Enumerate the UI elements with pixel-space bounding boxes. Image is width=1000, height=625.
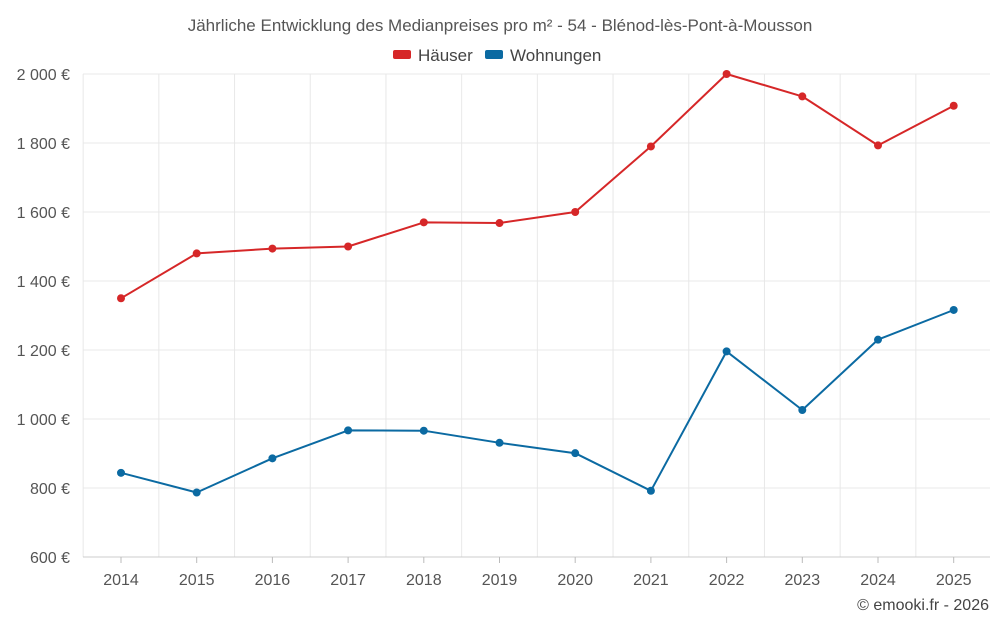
data-point-wohnungen — [117, 468, 125, 477]
x-tick-label: 2018 — [406, 572, 442, 589]
y-tick-label: 1 000 € — [17, 412, 70, 429]
x-tick-label: 2022 — [709, 572, 745, 589]
data-point-hauser — [495, 219, 504, 228]
series-line-wohnungen — [120, 309, 955, 494]
data-point-wohnungen — [344, 426, 353, 435]
y-tick-label: 600 € — [30, 550, 70, 567]
data-point-hauser — [874, 141, 882, 150]
x-tick-label: 2019 — [482, 572, 518, 589]
data-point-wohnungen — [798, 406, 807, 415]
data-point-hauser — [192, 249, 201, 258]
data-point-wohnungen — [495, 438, 504, 447]
chart-title: Jährliche Entwicklung des Medianpreises … — [188, 16, 813, 35]
data-point-hauser — [722, 70, 731, 78]
legend-swatch-hauser — [393, 50, 411, 59]
x-tick-label: 2020 — [557, 572, 593, 589]
legend-label-wohnungen: Wohnungen — [510, 46, 601, 65]
x-tick-label: 2023 — [785, 572, 821, 589]
x-tick-label: 2024 — [860, 572, 896, 589]
series — [117, 70, 958, 497]
y-tick-label: 2 000 € — [17, 67, 70, 84]
data-point-hauser — [419, 218, 428, 227]
legend: Häuser Wohnungen — [393, 46, 601, 65]
credit-text: © emooki.fr - 2026 — [857, 597, 989, 614]
y-tick-label: 800 € — [30, 481, 70, 498]
data-point-wohnungen — [874, 335, 882, 344]
data-point-wohnungen — [646, 486, 655, 495]
axes: 600 € 800 € 1 000 € 1 200 € 1 400 € 1 600 € 1 … — [17, 67, 990, 589]
data-point-hauser — [117, 294, 125, 303]
series-line-hauser — [120, 73, 955, 300]
data-point-hauser — [571, 208, 580, 216]
data-point-wohnungen — [571, 449, 580, 458]
gridlines — [82, 73, 990, 558]
data-point-wohnungen — [268, 454, 277, 463]
y-tick-label: 1 800 € — [17, 136, 70, 153]
data-point-wohnungen — [192, 488, 201, 497]
legend-label-hauser: Häuser — [418, 46, 473, 65]
y-tick-label: 1 600 € — [17, 205, 70, 222]
data-point-hauser — [798, 92, 807, 101]
x-tick-label: 2025 — [936, 572, 972, 589]
x-tick-label: 2015 — [179, 572, 215, 589]
x-tick-label: 2021 — [633, 572, 669, 589]
x-tick-label: 2016 — [255, 572, 291, 589]
data-point-wohnungen — [419, 426, 428, 435]
data-point-hauser — [646, 142, 655, 151]
x-tick-label: 2017 — [330, 572, 366, 589]
legend-swatch-wohnungen — [485, 50, 503, 59]
data-point-hauser — [268, 244, 277, 253]
y-tick-label: 1 400 € — [17, 274, 70, 291]
x-tick-label: 2014 — [103, 572, 139, 589]
data-point-wohnungen — [949, 305, 958, 314]
data-point-hauser — [949, 101, 958, 110]
data-point-hauser — [344, 242, 353, 251]
y-tick-label: 1 200 € — [17, 343, 70, 360]
data-point-wohnungen — [722, 347, 731, 356]
